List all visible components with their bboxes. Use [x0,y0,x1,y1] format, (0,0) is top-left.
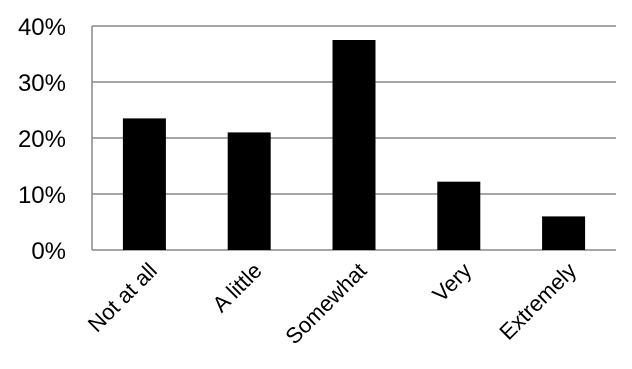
y-tick-label: 0% [31,238,66,265]
x-tick-label: Very [428,258,477,307]
y-tick-labels: 0% 10% 20% 30% 40% [18,14,66,265]
y-tick-label: 40% [18,14,66,41]
bar-a-little [227,132,271,250]
y-tick-label: 20% [18,126,66,153]
bar-not-at-all [122,118,166,251]
bars [122,40,586,251]
bar-very [437,181,481,250]
x-tick-label: Somewhat [280,258,371,349]
bar-extremely [542,216,586,250]
y-tick-label: 30% [18,70,66,97]
x-tick-label: Extremely [494,258,581,345]
x-tick-label: A little [208,258,267,317]
y-tick-label: 10% [18,182,66,209]
bar-somewhat [332,40,376,250]
x-tick-labels: Not at all A little Somewhat Very Extremely [83,258,581,349]
x-tick-label: Not at all [83,258,162,337]
